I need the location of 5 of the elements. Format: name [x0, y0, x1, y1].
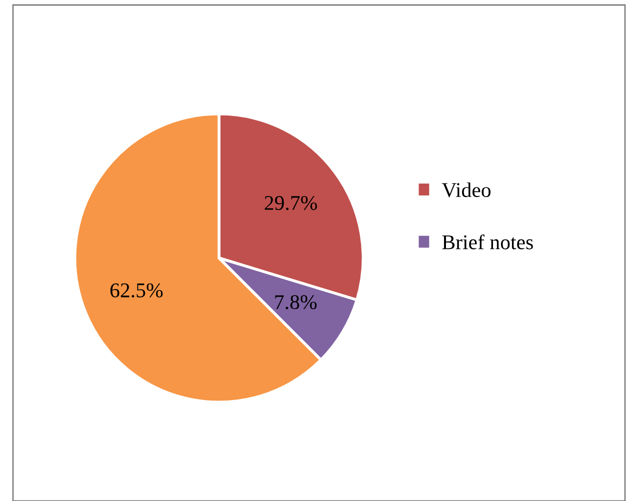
legend-label: Brief notes: [442, 234, 533, 250]
data-label: 29.7%: [264, 196, 317, 210]
legend-label: Video: [442, 182, 491, 198]
data-label: 7.8%: [275, 295, 317, 310]
data-label: 62.5%: [110, 283, 163, 298]
